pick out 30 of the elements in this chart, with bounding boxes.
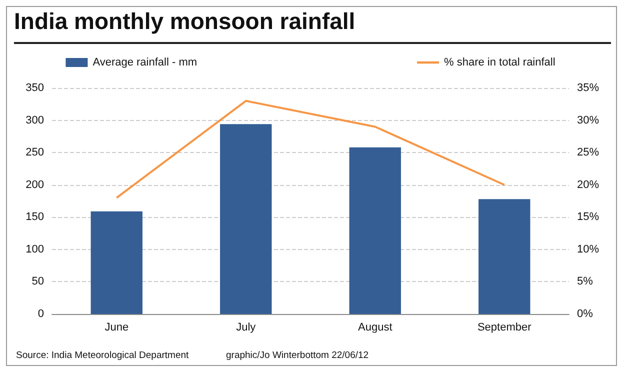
y2-tick-label: 30% — [577, 114, 600, 126]
y-tick-label: 100 — [26, 243, 44, 256]
x-tick-label: September — [477, 322, 532, 334]
line-series — [116, 100, 506, 199]
y2-tick-label: 20% — [577, 178, 600, 191]
y2-tick-label: 15% — [577, 211, 600, 224]
y2-tick-label: 0% — [577, 308, 594, 320]
chart-title: India monthly monsoon rainfall — [14, 8, 356, 35]
legend-label: % share in total rainfall — [444, 56, 556, 68]
bar — [90, 211, 142, 314]
y2-tick-label: 5% — [577, 276, 594, 288]
y-tick-label: 200 — [26, 178, 44, 191]
bar — [220, 124, 272, 314]
y2-tick-label: 35% — [577, 82, 600, 94]
y2-tick-label: 25% — [577, 146, 600, 159]
y-tick-label: 300 — [26, 114, 44, 126]
y-tick-label: 50 — [32, 276, 44, 288]
legend-label: Average rainfall - mm — [92, 56, 198, 68]
x-tick-label: June — [104, 322, 129, 334]
y-tick-label: 0 — [38, 308, 44, 320]
source-note: Source: India Meteorological Department — [16, 350, 189, 361]
y-tick-label: 150 — [26, 211, 44, 224]
text: graphic/Jo Winterbottom 22/06/12 — [226, 350, 369, 361]
x-tick-label: August — [358, 322, 392, 334]
bar — [478, 199, 530, 314]
x-tick-label: July — [236, 322, 256, 334]
bar — [349, 147, 401, 314]
y-tick-label: 350 — [26, 82, 44, 94]
y2-tick-label: 10% — [577, 243, 600, 256]
y-tick-label: 250 — [26, 146, 44, 159]
